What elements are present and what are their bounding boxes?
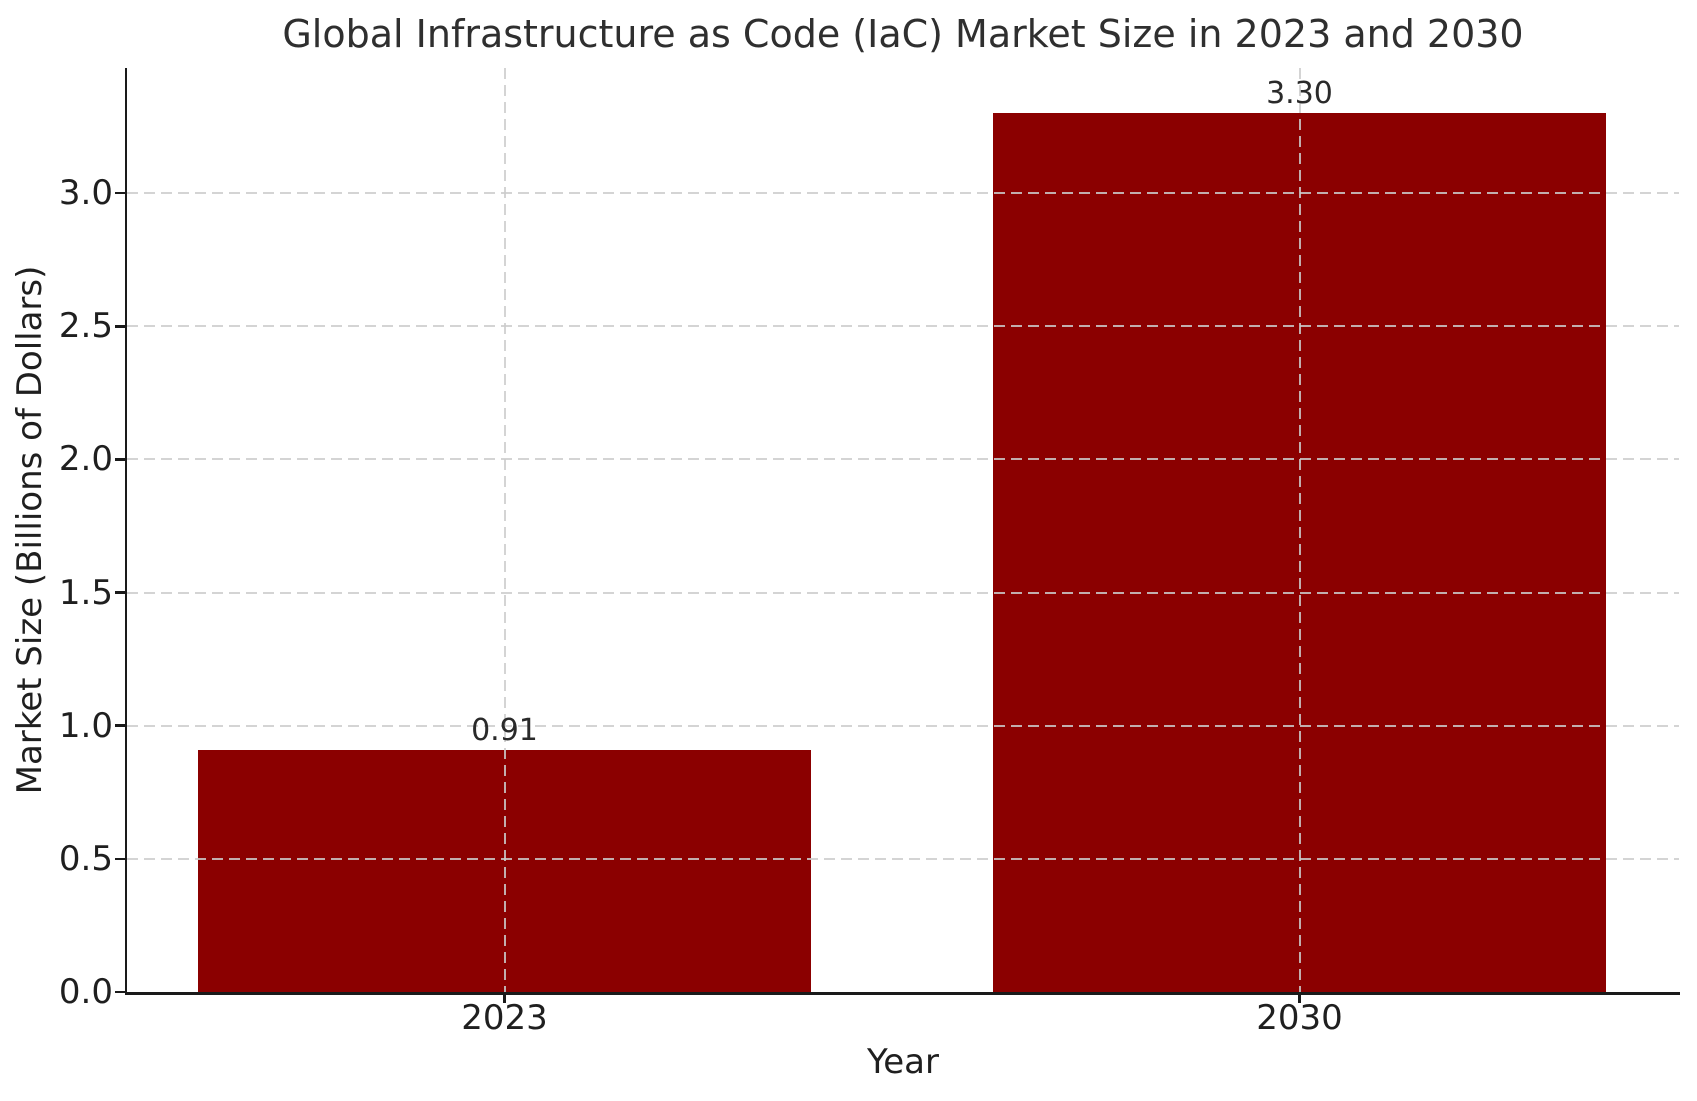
y-tick-label: 2.5 (58, 306, 113, 347)
x-tick-label: 2030 (1256, 998, 1343, 1038)
y-tick-label: 0.0 (58, 972, 113, 1012)
bar-value-label: 0.91 (471, 712, 538, 748)
y-tick-mark (114, 458, 125, 461)
y-tick-label: 3.0 (58, 173, 113, 214)
y-gridline (127, 591, 1679, 594)
y-tick-mark (114, 591, 125, 594)
y-tick-label: 0.5 (58, 838, 113, 879)
x-tick-mark (1298, 993, 1301, 1003)
y-tick-mark (114, 990, 125, 994)
x-gridline (1298, 68, 1301, 992)
y-tick-mark (114, 191, 125, 195)
y-tick-mark (114, 724, 125, 727)
y-tick-mark (114, 857, 125, 861)
plot-area (127, 68, 1679, 992)
chart-title: Global Infrastructure as Code (IaC) Mark… (282, 12, 1524, 56)
x-tick-mark (503, 993, 506, 1003)
x-axis-spine (124, 992, 1680, 995)
bar-value-label: 3.30 (1266, 76, 1333, 112)
x-axis-label: Year (867, 1042, 939, 1082)
y-axis-spine (124, 68, 127, 995)
y-gridline (127, 458, 1679, 461)
y-tick-label: 2.0 (58, 439, 113, 480)
y-tick-label: 1.0 (58, 705, 113, 746)
y-tick-label: 1.5 (58, 572, 113, 613)
y-tick-mark (114, 325, 125, 328)
y-gridline (127, 724, 1679, 727)
y-gridline (127, 857, 1679, 860)
x-gridline (503, 68, 506, 992)
y-gridline (127, 325, 1679, 328)
y-gridline (127, 192, 1679, 195)
x-tick-label: 2023 (461, 998, 548, 1038)
